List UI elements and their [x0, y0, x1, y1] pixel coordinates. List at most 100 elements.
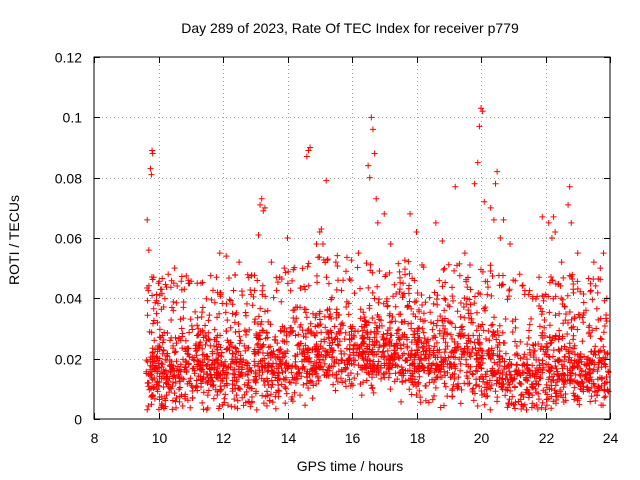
data-point: [274, 340, 281, 347]
data-point: [233, 309, 240, 316]
data-point: [277, 358, 284, 365]
data-point: [217, 377, 224, 384]
data-point: [275, 369, 282, 376]
data-point: [457, 346, 464, 353]
data-point: [159, 361, 166, 368]
data-point: [312, 323, 319, 330]
data-point: [332, 259, 339, 266]
data-point: [431, 369, 438, 376]
data-point: [344, 361, 351, 368]
data-point: [317, 343, 324, 350]
data-point: [543, 344, 550, 351]
data-point: [281, 353, 288, 360]
axis-ticks: 8 10 12 14 16 18 20 22 24 0 0.02 0.04 0.06 0.08 0.1 0.1…: [55, 50, 619, 447]
data-point: [263, 402, 270, 409]
x-tick-label: 12: [216, 430, 232, 446]
data-point: [267, 343, 274, 350]
data-point: [211, 299, 218, 306]
data-point: [288, 363, 295, 370]
data-point: [253, 376, 260, 383]
data-point: [542, 348, 549, 355]
data-point: [383, 356, 390, 363]
data-point: [524, 377, 531, 384]
data-point: [333, 375, 340, 382]
data-point: [380, 354, 387, 361]
data-point: [333, 331, 340, 338]
data-point: [247, 403, 254, 410]
data-point: [525, 389, 532, 396]
data-point: [329, 371, 336, 378]
data-point: [149, 358, 156, 365]
data-point: [272, 374, 279, 381]
data-point: [549, 353, 556, 360]
y-tick-label: 0.1: [63, 110, 83, 126]
data-point: [255, 335, 262, 342]
data-point: [523, 362, 530, 369]
data-point: [601, 387, 608, 394]
data-point: [530, 352, 537, 359]
data-point: [275, 382, 282, 389]
data-point: [513, 367, 520, 374]
data-point: [471, 339, 478, 346]
data-point: [334, 263, 341, 270]
data-point: [252, 378, 259, 385]
data-point: [449, 371, 456, 378]
data-point: [533, 365, 540, 372]
data-point: [404, 367, 411, 374]
data-point: [185, 277, 192, 284]
data-point: [537, 346, 544, 353]
data-point: [202, 322, 209, 329]
data-point: [324, 256, 331, 263]
data-point: [457, 300, 464, 307]
data-point: [357, 315, 364, 322]
data-point: [380, 300, 387, 307]
data-point: [602, 361, 609, 368]
data-point: [297, 321, 304, 328]
data-point: [395, 326, 402, 333]
data-point: [568, 357, 575, 364]
data-point: [358, 342, 365, 349]
data-point: [594, 289, 601, 296]
data-point: [405, 320, 412, 327]
data-point: [179, 345, 186, 352]
data-point: [159, 339, 166, 346]
data-point: [571, 342, 578, 349]
data-point: [159, 332, 166, 339]
data-point: [216, 310, 223, 317]
data-point: [431, 289, 438, 296]
data-point: [256, 329, 263, 336]
data-point: [539, 334, 546, 341]
data-point: [461, 250, 468, 257]
data-point: [554, 357, 561, 364]
data-point: [411, 299, 418, 306]
data-point: [401, 290, 408, 297]
x-tick-label: 10: [152, 430, 168, 446]
data-point: [502, 315, 509, 322]
data-point: [467, 310, 474, 317]
data-point: [156, 326, 163, 333]
data-point: [264, 368, 271, 375]
data-point: [223, 300, 230, 307]
data-point: [376, 344, 383, 351]
data-point: [566, 376, 573, 383]
data-point: [293, 371, 300, 378]
data-point: [145, 402, 152, 409]
data-point: [496, 359, 503, 366]
data-point: [262, 308, 269, 315]
data-point: [571, 357, 578, 364]
data-point: [237, 337, 244, 344]
data-point: [319, 241, 326, 248]
data-point: [156, 334, 163, 341]
data-point: [337, 348, 344, 355]
data-point: [188, 278, 195, 285]
data-point: [226, 296, 233, 303]
data-point: [305, 282, 312, 289]
data-point: [430, 300, 437, 307]
data-point: [406, 298, 413, 305]
data-point: [229, 350, 236, 357]
data-point: [546, 367, 553, 374]
data-point: [234, 405, 241, 412]
data-point: [367, 329, 374, 336]
data-point: [257, 358, 264, 365]
data-point: [406, 282, 413, 289]
